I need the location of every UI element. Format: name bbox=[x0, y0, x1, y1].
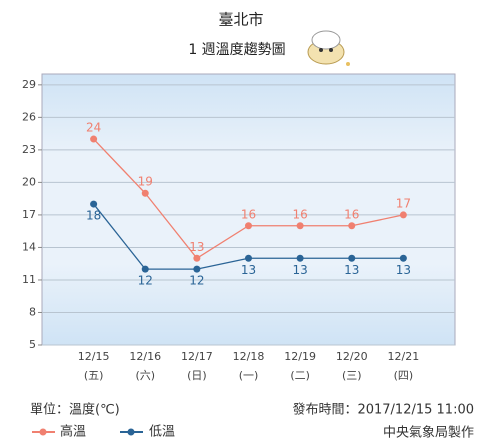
y-tick-label: 14 bbox=[22, 240, 36, 253]
point bbox=[90, 135, 98, 143]
data-label: 16 bbox=[241, 207, 256, 221]
point bbox=[296, 254, 304, 262]
data-label: 24 bbox=[86, 121, 101, 135]
data-label: 16 bbox=[344, 207, 359, 221]
y-tick-label: 5 bbox=[29, 338, 36, 351]
x-tick-sublabel: (三) bbox=[342, 369, 362, 382]
point bbox=[245, 222, 252, 230]
y-tick-label: 8 bbox=[29, 305, 36, 318]
x-tick-label: 12/21 bbox=[388, 350, 420, 363]
point bbox=[296, 222, 304, 230]
point bbox=[141, 265, 149, 273]
data-label: 12 bbox=[189, 274, 204, 288]
x-tick-sublabel: (日) bbox=[187, 369, 207, 382]
y-tick-label: 23 bbox=[22, 143, 36, 156]
data-label: 17 bbox=[396, 196, 411, 210]
x-tick-label: 12/20 bbox=[336, 350, 368, 363]
data-label: 16 bbox=[292, 207, 307, 221]
x-tick-sublabel: (一) bbox=[239, 369, 259, 382]
x-tick-sublabel: (六) bbox=[135, 369, 155, 382]
point bbox=[141, 189, 149, 197]
point bbox=[399, 211, 407, 219]
data-label: 13 bbox=[344, 263, 359, 277]
point bbox=[348, 254, 356, 262]
point bbox=[245, 254, 252, 262]
x-tick-sublabel: (四) bbox=[394, 369, 414, 382]
data-label: 13 bbox=[292, 263, 307, 277]
x-tick-label: 12/18 bbox=[233, 350, 265, 363]
point bbox=[399, 254, 407, 262]
y-tick-label: 20 bbox=[22, 175, 36, 188]
legend bbox=[32, 428, 143, 436]
publish-time: 發布時間：2017/12/15 11:00 bbox=[292, 403, 474, 418]
x-tick-sublabel: (五) bbox=[84, 369, 104, 382]
x-tick-label: 12/15 bbox=[78, 350, 110, 363]
credit: 中央氣象局製作 bbox=[383, 426, 474, 441]
y-tick-label: 17 bbox=[22, 208, 36, 221]
point bbox=[193, 254, 201, 262]
plot-area bbox=[41, 73, 456, 346]
data-label: 13 bbox=[189, 240, 204, 254]
data-label: 19 bbox=[138, 175, 153, 189]
x-tick-label: 12/17 bbox=[181, 350, 213, 363]
x-tick-label: 12/16 bbox=[129, 350, 161, 363]
data-label: 12 bbox=[138, 274, 153, 288]
y-tick-label: 26 bbox=[22, 110, 36, 123]
y-tick-label: 29 bbox=[22, 78, 36, 91]
chart-title: 臺北市 bbox=[218, 11, 263, 29]
chart-subtitle: 1 週溫度趨勢圖 bbox=[188, 42, 285, 58]
mascot-icon bbox=[307, 30, 350, 66]
legend-label: 高溫 bbox=[60, 424, 86, 440]
data-label: 18 bbox=[86, 209, 101, 223]
point bbox=[193, 265, 201, 273]
y-tick-label: 11 bbox=[22, 273, 36, 286]
legend-label: 低溫 bbox=[149, 425, 175, 440]
x-tick-sublabel: (二) bbox=[290, 369, 310, 382]
point bbox=[90, 200, 98, 208]
x-tick-label: 12/19 bbox=[284, 350, 316, 363]
unit-label: 單位：溫度(℃) bbox=[30, 402, 120, 418]
data-label: 13 bbox=[241, 263, 256, 277]
point bbox=[348, 222, 356, 230]
data-label: 13 bbox=[396, 263, 411, 277]
